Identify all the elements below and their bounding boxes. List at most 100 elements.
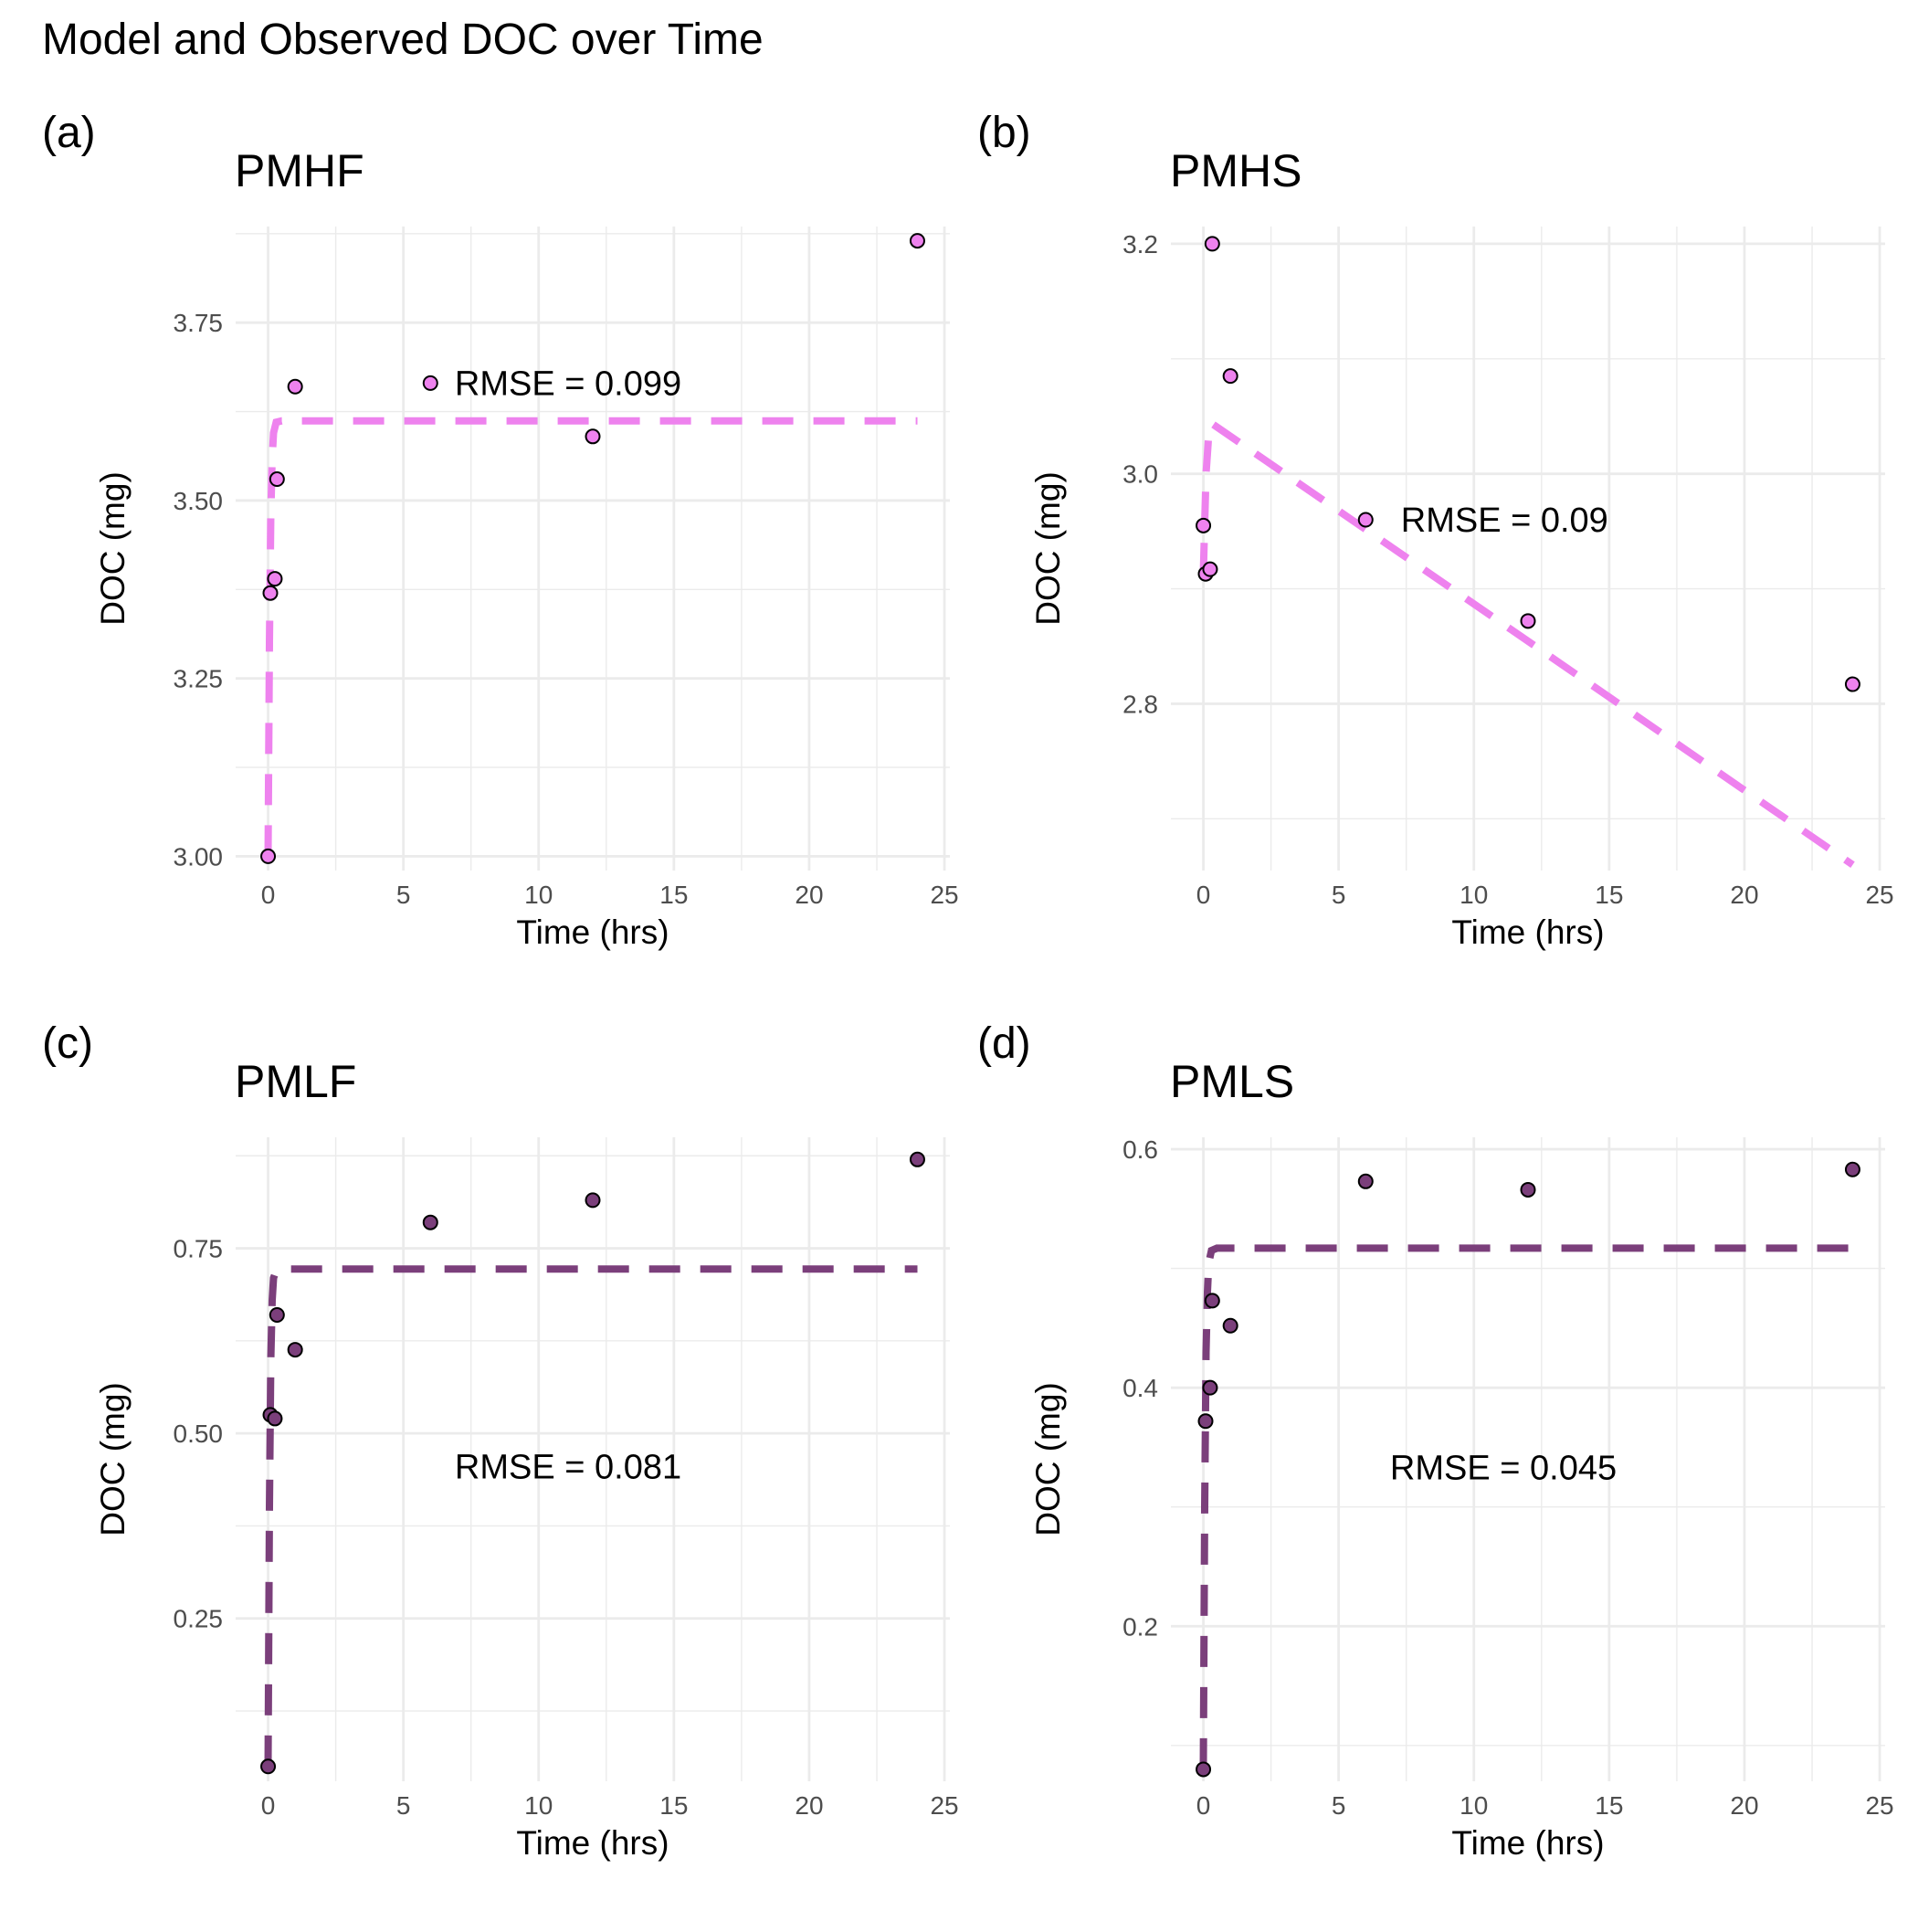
y-tick-label: 3.00 [174, 842, 224, 871]
x-tick-label: 20 [795, 881, 823, 909]
y-tick-label: 0.4 [1122, 1374, 1158, 1402]
y-tick-label: 0.50 [174, 1420, 224, 1448]
data-point [262, 585, 279, 601]
y-axis-title: DOC (mg) [94, 471, 132, 626]
data-point [1222, 368, 1238, 385]
x-tick-label: 0 [1196, 881, 1211, 909]
y-tick-label: 0.6 [1122, 1135, 1158, 1164]
x-tick-label: 5 [1332, 1791, 1346, 1820]
observed-points [1196, 1161, 1860, 1778]
x-axis-title: Time (hrs) [1451, 913, 1604, 951]
chart-plot-d: 0 5 10 15 20 25 0.2 0.4 0.6 Time (hrs) DOC (mg) RMS… [1029, 1135, 1894, 1862]
x-tick-label: 0 [261, 881, 276, 909]
data-point [1222, 1317, 1238, 1334]
data-point [267, 1410, 283, 1427]
panel-a: (a) PMHF 0 5 10 15 20 25 3.00 3.25 3.50 3.75 Time … [42, 108, 977, 1021]
observed-points [260, 233, 925, 864]
x-tick-label: 25 [930, 1791, 958, 1820]
y-tick-label: 3.25 [174, 665, 224, 693]
y-tick-label: 0.2 [1122, 1612, 1158, 1641]
data-point [1520, 613, 1536, 629]
data-point [585, 428, 601, 445]
page-title: Model and Observed DOC over Time [42, 16, 764, 64]
panel-title: PMLF [235, 1056, 357, 1107]
panel-title: PMLS [1170, 1056, 1295, 1107]
x-tick-label: 10 [1460, 881, 1488, 909]
gridlines [236, 1137, 950, 1781]
x-tick-label: 15 [659, 881, 688, 909]
y-tick-label: 3.75 [174, 309, 224, 337]
data-point [260, 1758, 277, 1775]
observed-points [1196, 236, 1860, 692]
data-point [260, 848, 277, 864]
x-tick-label: 0 [1196, 1791, 1211, 1820]
panel-title: PMHS [1170, 145, 1302, 196]
x-tick-label: 5 [396, 1791, 411, 1820]
panel-b: (b) PMHS 0 5 10 15 20 25 2.8 3.0 3.2 Time (hrs) DO… [977, 108, 1913, 1021]
x-tick-label: 25 [1865, 881, 1893, 909]
rmse-annotation: RMSE = 0.09 [1401, 501, 1608, 540]
x-tick-label: 25 [1865, 1791, 1893, 1820]
panel-c: (c) PMLF 0 5 10 15 20 25 0.25 0.50 0.75 Time (hrs… [42, 1019, 977, 1932]
x-axis-title: Time (hrs) [516, 913, 669, 951]
data-point [267, 571, 283, 587]
y-tick-label: 3.50 [174, 487, 224, 515]
x-tick-label: 15 [1595, 881, 1623, 909]
rmse-annotation: RMSE = 0.081 [455, 1449, 681, 1487]
x-tick-label: 20 [795, 1791, 823, 1820]
x-tick-label: 5 [1332, 881, 1346, 909]
x-tick-label: 0 [261, 1791, 276, 1820]
y-tick-label: 3.0 [1122, 460, 1158, 489]
data-point [1197, 1413, 1214, 1430]
gridlines [236, 227, 950, 871]
y-tick-label: 0.75 [174, 1235, 224, 1263]
data-point [1204, 236, 1220, 252]
data-point [1202, 1379, 1218, 1396]
y-tick-label: 0.25 [174, 1605, 224, 1633]
chart-plot-c: 0 5 10 15 20 25 0.25 0.50 0.75 Time (hrs) DOC (mg)… [94, 1137, 959, 1862]
x-tick-label: 20 [1730, 1791, 1758, 1820]
data-point [1844, 676, 1860, 692]
panel-letter: (b) [977, 109, 1031, 157]
panel-d: (d) PMLS 0 5 10 15 20 25 0.2 0.4 0.6 Time (hrs) DO… [977, 1019, 1913, 1932]
panel-letter: (a) [42, 109, 96, 157]
data-point [909, 233, 925, 249]
rmse-annotation: RMSE = 0.099 [455, 364, 681, 403]
x-tick-label: 20 [1730, 881, 1758, 909]
data-point [1520, 1181, 1536, 1198]
x-tick-label: 15 [659, 1791, 688, 1820]
y-axis-title: DOC (mg) [1029, 1382, 1067, 1536]
x-tick-label: 10 [1460, 1791, 1488, 1820]
data-point [1357, 512, 1374, 528]
data-point [287, 1342, 303, 1358]
x-tick-label: 10 [524, 881, 553, 909]
y-axis-title: DOC (mg) [1029, 471, 1067, 626]
data-point [1196, 517, 1212, 533]
chart-plot-b: 0 5 10 15 20 25 2.8 3.0 3.2 Time (hrs) DOC (mg) RMS… [1029, 227, 1894, 951]
chart-plot-a: 0 5 10 15 20 25 3.00 3.25 3.50 3.75 Time (hrs) DOC … [94, 227, 959, 951]
x-tick-label: 5 [396, 881, 411, 909]
data-point [1204, 1293, 1220, 1309]
x-axis-title: Time (hrs) [516, 1824, 669, 1862]
observed-points [260, 1151, 925, 1775]
panel-title: PMHF [235, 145, 364, 196]
panel-letter: (d) [977, 1019, 1031, 1068]
data-point [1196, 1761, 1212, 1778]
data-point [269, 1306, 285, 1323]
model-line [1199, 1244, 1853, 1769]
model-line [1199, 417, 1855, 868]
data-point [1357, 1173, 1374, 1189]
y-tick-label: 2.8 [1122, 690, 1158, 718]
y-axis-title: DOC (mg) [94, 1382, 132, 1536]
model-line [264, 1265, 918, 1767]
gridlines [1171, 227, 1885, 871]
data-point [585, 1192, 601, 1209]
data-point [269, 471, 285, 488]
rmse-annotation: RMSE = 0.045 [1390, 1450, 1617, 1488]
data-point [1202, 561, 1218, 577]
y-tick-label: 3.2 [1122, 230, 1158, 259]
x-axis-title: Time (hrs) [1451, 1824, 1604, 1862]
data-point [422, 375, 438, 391]
data-point [909, 1151, 925, 1167]
data-point [287, 378, 303, 395]
